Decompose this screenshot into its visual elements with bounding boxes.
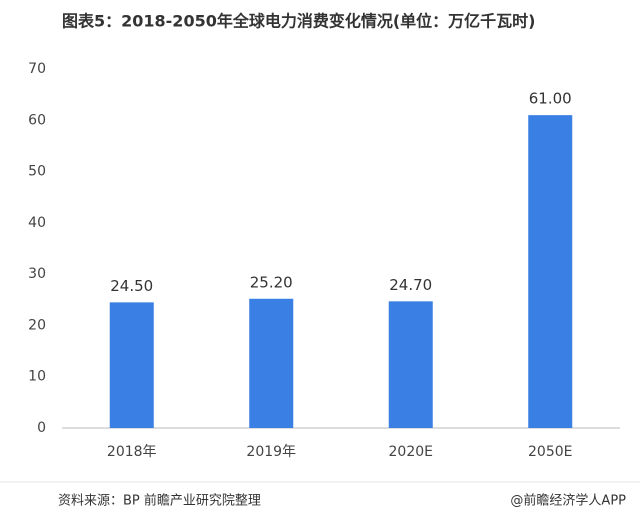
value-label: 25.20 — [250, 273, 293, 291]
bar — [388, 301, 433, 428]
x-tick-label: 2020E — [389, 444, 433, 460]
source-note: 资料来源：BP 前瞻产业研究院整理 — [58, 493, 261, 509]
y-tick-label: 40 — [28, 215, 46, 231]
y-tick-label: 50 — [28, 164, 46, 180]
bar — [109, 302, 154, 428]
y-tick-label: 20 — [28, 317, 46, 333]
y-tick-label: 10 — [28, 369, 46, 385]
x-tick-label: 2018年 — [107, 444, 157, 460]
bar — [249, 298, 294, 428]
bar — [528, 115, 573, 429]
chart-title: 图表5：2018-2050年全球电力消费变化情况(单位：万亿千瓦时) — [62, 12, 535, 31]
x-tick-label: 2019年 — [246, 444, 296, 460]
value-label: 61.00 — [529, 90, 572, 108]
value-label: 24.70 — [389, 276, 432, 294]
value-label: 24.50 — [110, 277, 153, 295]
x-tick-label: 2050E — [528, 444, 572, 460]
credit: @前瞻经济学人APP — [510, 493, 626, 509]
y-tick-label: 60 — [28, 112, 46, 128]
y-tick-label: 30 — [28, 266, 46, 282]
y-tick-label: 0 — [37, 420, 46, 436]
y-tick-label: 70 — [28, 61, 46, 77]
